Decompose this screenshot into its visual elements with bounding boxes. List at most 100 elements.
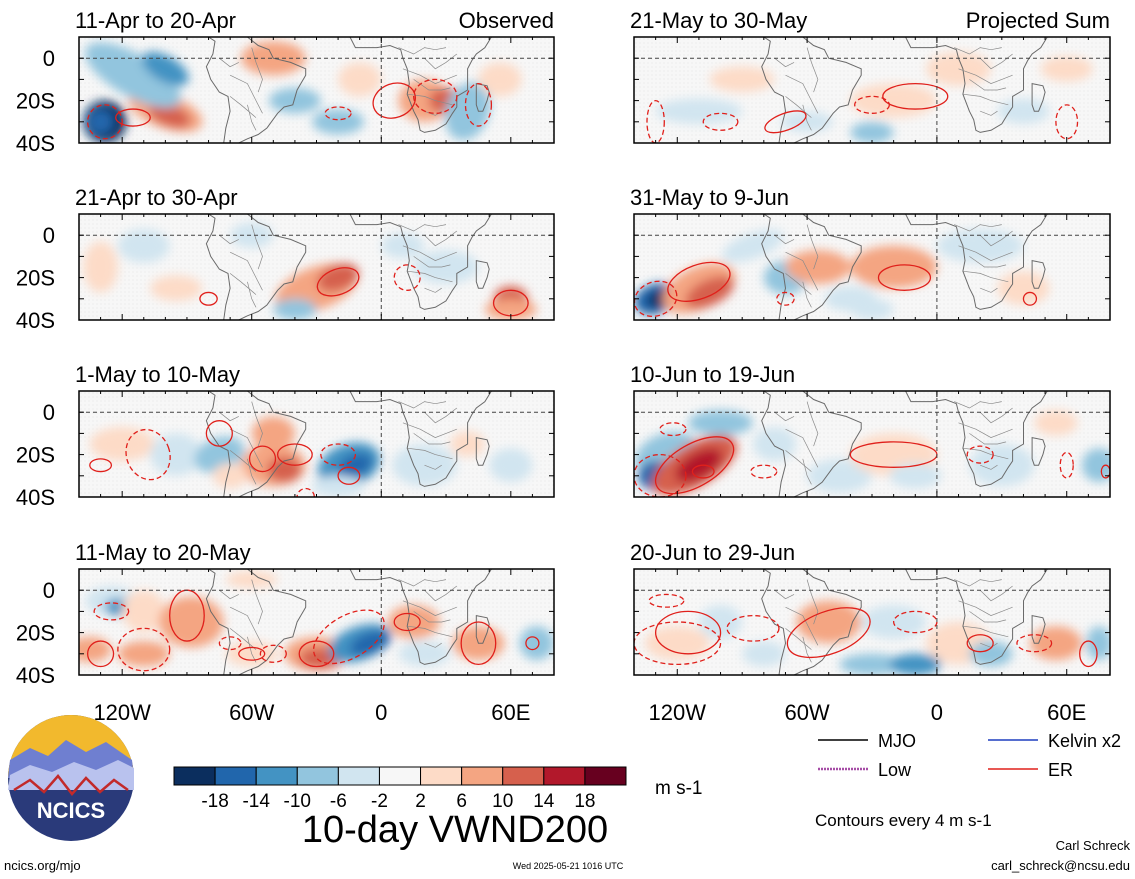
anomaly-shading xyxy=(117,228,170,263)
colorbar-tick-label: -2 xyxy=(371,791,388,812)
country-border xyxy=(413,433,451,445)
anomaly-shading xyxy=(997,98,1050,124)
er-contour xyxy=(726,614,780,642)
logo-text: NCICS xyxy=(37,798,105,823)
country-border xyxy=(962,447,1009,460)
country-border xyxy=(251,47,263,93)
anomaly-shading xyxy=(89,427,155,461)
er-contour xyxy=(654,610,722,655)
anomaly-shading xyxy=(709,66,775,93)
anomaly-shading xyxy=(489,448,533,483)
er-contour xyxy=(882,82,949,110)
panel-title: 31-May to 9-Jun xyxy=(630,185,789,210)
anomaly-shading xyxy=(753,427,797,461)
latitude-label: 20S xyxy=(16,266,55,291)
anomaly-shading xyxy=(150,433,203,476)
country-border xyxy=(785,428,819,468)
anomaly-shading xyxy=(1034,410,1078,436)
country-border xyxy=(980,110,998,116)
latitude-label: 40S xyxy=(16,308,55,333)
er-contour xyxy=(393,612,421,632)
anomaly-shading xyxy=(850,245,937,289)
country-border xyxy=(774,589,795,600)
longitude-label: 120W xyxy=(649,700,707,725)
country-border xyxy=(785,273,812,295)
anomaly-shading xyxy=(478,62,522,97)
er-contour xyxy=(1022,291,1038,306)
country-border xyxy=(229,428,263,468)
country-border xyxy=(402,600,457,616)
country-border xyxy=(407,625,453,638)
er-contour xyxy=(1079,640,1098,668)
latitude-label: 0 xyxy=(43,578,55,603)
anomaly-shading xyxy=(149,103,191,128)
colorbar-swatch xyxy=(543,766,586,786)
er-contour xyxy=(276,443,313,466)
er-contour xyxy=(646,99,665,143)
map-panel: 31-May to 9-Jun xyxy=(630,185,1111,321)
latitude-label: 0 xyxy=(43,400,55,425)
er-contour xyxy=(667,261,731,302)
anomaly-shading xyxy=(150,275,203,301)
coastline xyxy=(1031,614,1046,644)
anomaly-shading xyxy=(688,410,753,436)
anomaly-shading xyxy=(969,444,1035,487)
er-contour xyxy=(259,644,287,663)
colorbar-tick-label: -10 xyxy=(284,791,311,812)
anomaly-shading xyxy=(312,475,364,497)
country-border xyxy=(398,401,447,409)
panel-title: 1-May to 10-May xyxy=(75,362,240,387)
er-contour xyxy=(199,291,218,306)
country-border xyxy=(247,104,257,131)
country-border xyxy=(424,287,442,293)
anomaly-shading xyxy=(839,653,905,675)
footer-url[interactable]: ncics.org/mjo xyxy=(4,858,81,873)
country-border xyxy=(785,628,812,650)
er-contour xyxy=(372,82,416,119)
anomaly-shading xyxy=(889,463,942,489)
country-border xyxy=(247,458,257,485)
anomaly-shading xyxy=(969,641,1013,667)
panel-title: 20-Jun to 29-Jun xyxy=(630,540,795,565)
anomaly-shading xyxy=(936,228,1024,263)
anomaly-shading xyxy=(850,121,894,143)
country-border xyxy=(229,96,257,118)
country-border xyxy=(407,447,453,460)
coastline xyxy=(205,569,307,675)
country-border xyxy=(251,224,263,270)
longitude-label: 60E xyxy=(491,700,530,725)
colorbar-tick-label: 14 xyxy=(533,791,555,812)
logo-line xyxy=(13,774,129,796)
colorbar-swatch xyxy=(255,766,298,786)
anomaly-shading xyxy=(1029,626,1082,661)
er-contour xyxy=(634,621,722,666)
er-contour xyxy=(238,646,266,661)
anomaly-shading xyxy=(484,298,537,320)
anomaly-shading xyxy=(117,641,170,667)
anomaly-shading xyxy=(807,458,872,493)
country-border xyxy=(954,224,1002,232)
coastline xyxy=(205,391,307,497)
er-contour xyxy=(93,602,130,621)
anomaly-shading xyxy=(850,83,937,118)
panel-tag: Observed xyxy=(459,8,554,33)
country-border xyxy=(219,411,239,422)
er-contour xyxy=(298,640,335,668)
country-border xyxy=(806,579,819,625)
anomaly-shading xyxy=(742,641,786,667)
latitude-label: 20S xyxy=(16,443,55,468)
anomaly-shading xyxy=(698,605,743,639)
country-border xyxy=(229,74,263,114)
panel-title: 11-Apr to 20-Apr xyxy=(75,8,236,33)
anomaly-shading xyxy=(387,605,440,639)
country-border xyxy=(954,401,1002,409)
anomaly-shading xyxy=(398,641,451,667)
footer-email[interactable]: carl_schreck@ncsu.edu xyxy=(991,858,1130,873)
latitude-label: 20S xyxy=(16,89,55,114)
anomaly-shading xyxy=(785,250,851,284)
er-contour xyxy=(413,78,458,114)
er-contour xyxy=(877,264,932,291)
latitude-label: 40S xyxy=(16,131,55,156)
anomaly-shading xyxy=(122,590,166,633)
